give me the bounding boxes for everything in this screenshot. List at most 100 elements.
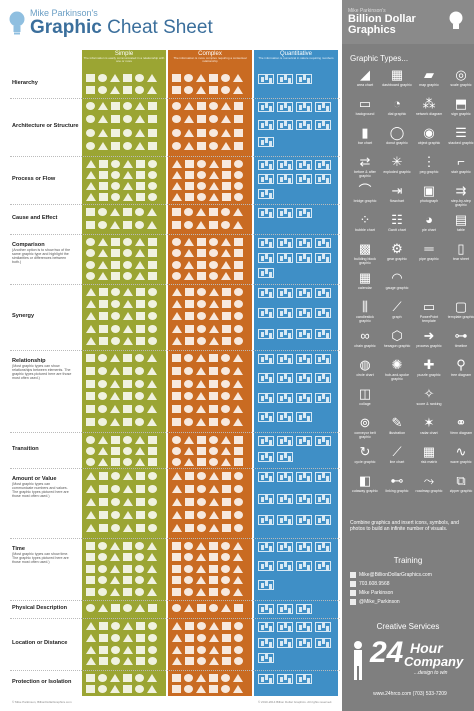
square-graphic-icon (148, 102, 157, 110)
triangle-graphic-icon (209, 633, 219, 642)
mini-chart-icon (277, 604, 293, 614)
circle-graphic-icon (221, 685, 230, 693)
circle-graphic-icon (234, 472, 243, 480)
row-divider (10, 156, 340, 157)
training-item-twitter[interactable]: @Mike_Parkinson (350, 597, 432, 606)
circle-graphic-icon (111, 324, 120, 333)
wave-icon: ∿ (455, 444, 467, 459)
square-graphic-icon (222, 324, 231, 333)
triangle-graphic-icon (172, 171, 182, 179)
square-graphic-icon (136, 324, 145, 333)
bulb-logo-icon (449, 11, 463, 29)
training-title: Training (393, 556, 423, 565)
triangle-graphic-icon (196, 576, 206, 585)
gear-icon: ⚙ (391, 241, 403, 256)
graphic-type-label: chain graphic (354, 344, 376, 348)
square-graphic-icon (222, 336, 231, 345)
triangle-graphic-icon (86, 288, 96, 296)
mini-chart-icon (315, 328, 331, 339)
square-graphic-icon (136, 312, 145, 321)
mini-chart-icon (315, 392, 331, 403)
training-item-phone[interactable]: 703.608.9568 (350, 579, 432, 588)
triangle-graphic-icon (135, 238, 145, 246)
square-graphic-icon (99, 485, 108, 493)
calendar-icon: ▦ (358, 270, 372, 285)
circle-graphic-icon (197, 657, 206, 666)
circle-graphic-icon (221, 674, 230, 682)
circle-graphic-icon (184, 85, 193, 94)
graphic-type-label: stacked graphic (448, 141, 474, 145)
square-graphic-icon (99, 160, 108, 168)
email-icon (350, 571, 356, 578)
square-graphic-icon (86, 674, 95, 682)
square-graphic-icon (148, 436, 157, 444)
mini-chart-icon (277, 119, 293, 130)
circle-graphic-icon (123, 604, 132, 612)
graphic-type-item: ▩ building block graphic (350, 240, 380, 265)
graphic-type-label: candlestick graphic (356, 315, 374, 323)
training-item-email[interactable]: Mike@BillionDollarGraphics.com (350, 570, 432, 579)
triangle-graphic-icon (196, 674, 206, 682)
circle-graphic-icon (86, 458, 95, 466)
triangle-graphic-icon (98, 271, 108, 280)
page-title: Graphic Cheat Sheet (30, 17, 213, 38)
circle-graphic-icon (98, 392, 107, 401)
triangle-graphic-icon (172, 633, 182, 642)
triangle-graphic-icon (184, 128, 194, 137)
graphic-type-item: ▦ calendar (350, 269, 380, 294)
collage-icon: ◫ (358, 386, 372, 401)
circle-graphic-icon (111, 312, 120, 321)
triangle-graphic-icon (147, 366, 157, 375)
graphic-types-grid: ◢ area chart ▦ dashboard graphic ▰ map graphi… (350, 66, 474, 497)
circle-graphic-icon (221, 405, 230, 414)
circle-graphic-icon (98, 674, 107, 682)
circle-graphic-icon (184, 542, 193, 550)
training-item-linkedin[interactable]: Mike Parkinson (350, 588, 432, 597)
row-label: Process or Flow (12, 176, 56, 182)
circle-graphic-icon (221, 587, 230, 596)
triangle-graphic-icon (86, 524, 96, 532)
triangle-graphic-icon (147, 220, 157, 229)
circle-graphic-icon (135, 553, 144, 562)
square-graphic-icon (99, 324, 108, 333)
circle-graphic-icon (111, 498, 120, 506)
circle-graphic-icon (123, 141, 132, 150)
triangle-graphic-icon (196, 379, 206, 388)
graphic-type-label: exploded graphic (383, 170, 411, 174)
circle-graphic-icon (197, 288, 206, 296)
square-graphic-icon (197, 447, 206, 455)
graphic-type-label: bar chart (357, 141, 373, 145)
circle-chart-icon: ◍ (359, 357, 371, 372)
circle-graphic-icon (111, 182, 120, 190)
triangle-graphic-icon (172, 160, 182, 168)
bdg-logo: Mike Parkinson's Billion Dollar Graphics (342, 0, 474, 44)
row-divider (10, 670, 340, 671)
triangle-graphic-icon (123, 524, 133, 532)
square-graphic-icon (185, 485, 194, 493)
circle-graphic-icon (135, 405, 144, 414)
triangle-graphic-icon (233, 379, 243, 388)
circle-graphic-icon (111, 193, 120, 201)
square-graphic-icon (111, 249, 120, 258)
circle-graphic-icon (148, 182, 157, 190)
mini-chart-icon (296, 253, 312, 263)
graphic-type-item: ⇉ step-by-step graphic (446, 182, 474, 207)
circle-graphic-icon (98, 379, 107, 388)
mini-chart-icon (296, 493, 312, 504)
candlestick-icon: ⫼ (362, 299, 368, 314)
circle-graphic-icon (98, 405, 107, 414)
graphic-type-label: photograph (419, 199, 439, 203)
triangle-graphic-icon (209, 524, 219, 532)
square-graphic-icon (234, 447, 243, 455)
hexagon-icon: ⬡ (391, 328, 403, 343)
flowchart-icon: ⇥ (391, 183, 403, 198)
square-graphic-icon (86, 564, 95, 573)
lightbulb-icon (9, 11, 25, 35)
cell-quant (254, 156, 338, 204)
puzzle-icon: ✚ (423, 357, 435, 372)
square-graphic-icon (148, 260, 157, 269)
square-graphic-icon (99, 524, 108, 532)
row-label: Time (Most graphic types can show time. T… (12, 546, 69, 564)
circle-graphic-icon (86, 447, 95, 455)
mini-chart-icon (315, 238, 331, 248)
